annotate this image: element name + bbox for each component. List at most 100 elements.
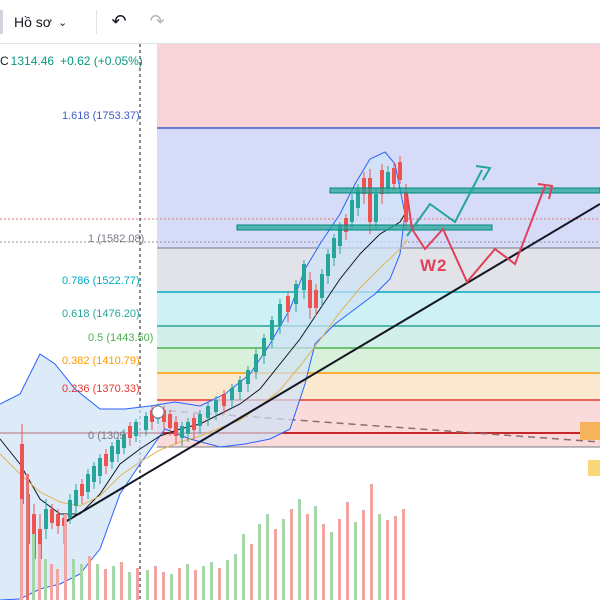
chart-area[interactable]: C 1314.46 +0.62 (+0.05%) 1.618 (1753.37) 1… — [0, 44, 600, 600]
fib-zone-05 — [157, 348, 600, 373]
volume-bar — [202, 566, 205, 600]
candle — [314, 290, 318, 308]
undo-icon[interactable]: ↶ — [111, 11, 127, 31]
top-toolbar: Hồ sơ ⌄ ↶ ↷ — [0, 0, 600, 44]
fib-price: (1582.08) — [97, 233, 145, 245]
redo-icon[interactable]: ↷ — [149, 11, 165, 31]
volume-bar — [354, 522, 357, 600]
projection-arrow-alt — [537, 183, 554, 200]
candle — [56, 514, 60, 526]
volume-bar — [234, 554, 237, 600]
toolbar-divider — [96, 10, 97, 34]
volume-bar — [20, 499, 23, 600]
projection-path-alt[interactable] — [406, 185, 546, 284]
candle — [110, 446, 114, 462]
volume-bar — [402, 509, 405, 600]
volume-bar — [162, 572, 165, 600]
volume-bar — [258, 524, 261, 600]
fib-zone-top — [157, 44, 600, 128]
bollinger-lower — [0, 213, 406, 600]
volume-bar — [178, 568, 181, 600]
candle — [50, 509, 54, 523]
projection-path-bull[interactable] — [406, 169, 483, 237]
volume-bar — [370, 484, 373, 600]
candle — [162, 410, 166, 422]
candle — [270, 320, 274, 340]
fib-ratio: 1.618 — [62, 110, 90, 122]
fib-ratio: 0.382 — [62, 355, 90, 367]
profile-dropdown[interactable]: Hồ sơ ⌄ — [14, 9, 67, 35]
volume-bar — [38, 544, 41, 600]
fib-ratio: 0.618 — [62, 308, 90, 320]
volume-bar — [64, 514, 67, 600]
volume-bar — [250, 544, 253, 600]
fib-ratio: 0.236 — [62, 383, 90, 395]
resistance-zone-upper[interactable] — [329, 187, 600, 194]
candle — [222, 394, 226, 406]
candle — [398, 162, 402, 180]
volume-bar — [186, 564, 189, 600]
volume-bar — [44, 559, 47, 600]
candle — [362, 178, 366, 194]
fib-price: (1309 — [97, 430, 126, 442]
fib-ratio: 0.786 — [62, 275, 90, 287]
volume-bar — [266, 514, 269, 600]
fib-label-0236: 0.236 (1370.33) — [62, 383, 140, 395]
volume-bar — [170, 574, 173, 600]
volume-bar — [226, 560, 229, 600]
bollinger-fill — [0, 152, 405, 600]
volume-bar — [362, 510, 365, 600]
candle — [144, 416, 148, 430]
candle — [128, 426, 132, 438]
fib-price: (1476.20) — [92, 308, 140, 320]
volume-bar — [50, 564, 53, 600]
resistance-zone-lower[interactable] — [236, 224, 493, 231]
fib-ratio: 0 — [88, 430, 95, 442]
volume-bar — [378, 514, 381, 600]
volume-bar — [56, 569, 59, 600]
candle — [386, 172, 390, 188]
candle — [356, 190, 360, 208]
fib-price: (1443.50) — [106, 332, 154, 344]
fib-label-1618: 1.618 (1753.37) — [62, 110, 140, 122]
volume-bar — [80, 564, 83, 600]
volume-bar — [306, 514, 309, 600]
candle — [380, 170, 384, 194]
volume-bar — [72, 559, 75, 600]
candle — [68, 500, 72, 518]
fib-price: (1370.33) — [92, 383, 140, 395]
candle — [332, 238, 336, 258]
anchor-point-marker[interactable] — [151, 405, 165, 419]
candle — [174, 422, 178, 436]
volume-bar — [274, 529, 277, 600]
volume-bar — [210, 562, 213, 600]
volume-bar — [88, 556, 91, 600]
price-marker-yellow — [588, 460, 600, 476]
candle — [262, 338, 266, 356]
price-marker-orange — [580, 422, 600, 440]
volume-bar — [218, 568, 221, 600]
last-price: 1314.46 — [10, 54, 55, 68]
volume-bar — [154, 566, 157, 600]
candle — [374, 194, 378, 222]
candle — [350, 200, 354, 222]
chart-canvas[interactable] — [0, 44, 600, 600]
candle — [206, 406, 210, 418]
candle — [392, 168, 396, 184]
candle — [278, 304, 282, 326]
price-change: +0.62 (+0.05%) — [60, 54, 143, 68]
volume-bar — [136, 568, 139, 600]
uptrend-line[interactable] — [64, 203, 600, 523]
volume-bar — [386, 520, 389, 600]
candle — [74, 490, 78, 506]
wave-label: W2 — [420, 256, 448, 275]
candle — [198, 414, 202, 426]
candle — [86, 474, 90, 492]
fib-price: (1753.37) — [92, 110, 140, 122]
volume-bar — [242, 534, 245, 600]
bollinger-upper — [0, 151, 406, 410]
candle — [122, 434, 126, 448]
candle — [338, 226, 342, 246]
candle — [192, 418, 196, 430]
candle — [404, 192, 408, 222]
